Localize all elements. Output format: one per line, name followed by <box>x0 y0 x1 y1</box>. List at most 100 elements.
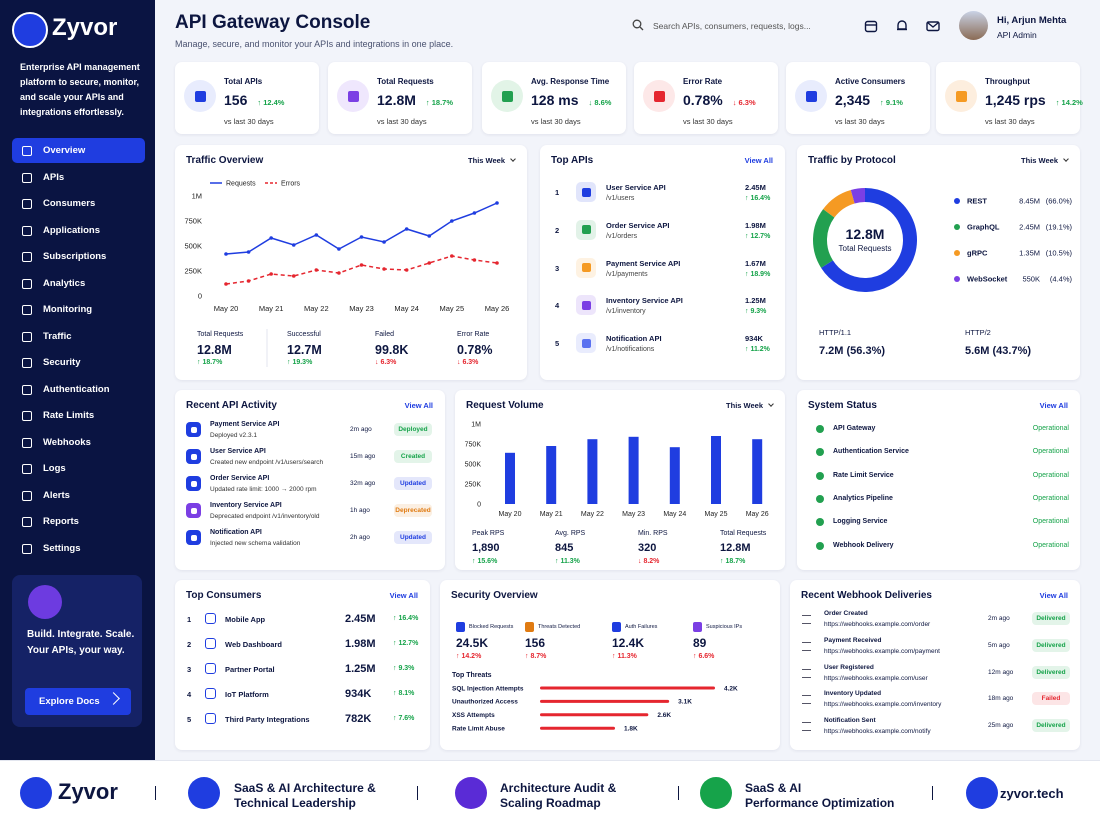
api-icon-glyph <box>581 263 591 273</box>
nav-item[interactable]: Settings <box>12 536 145 561</box>
legend-amount: 550K <box>1022 275 1040 284</box>
rank: 3 <box>187 665 192 674</box>
nav-item[interactable]: Consumers <box>12 191 145 216</box>
user-avatar[interactable] <box>959 11 988 40</box>
notification-icon[interactable] <box>895 19 909 33</box>
threat-bar <box>540 699 670 703</box>
webhook-url: https://webhooks.example.com/inventory <box>824 701 942 709</box>
nav-item[interactable]: APIs <box>12 165 145 190</box>
nav-item[interactable]: Authentication <box>12 377 145 402</box>
legend-percent: (4.4%) <box>1050 275 1073 284</box>
kpi-icon <box>337 80 369 112</box>
y-tick-label: 250K <box>184 267 202 276</box>
nav-item[interactable]: Rate Limits <box>12 403 145 428</box>
api-value: 1.98M <box>745 220 766 230</box>
nav-label: Subscriptions <box>43 251 107 262</box>
api-icon-glyph <box>581 187 591 197</box>
kpi-icon-glyph <box>653 90 665 102</box>
api-path: /v1/users <box>606 195 635 202</box>
calendar-icon[interactable] <box>864 19 878 33</box>
kpi-value-row: 0.78% ↓ 6.3% <box>683 92 756 108</box>
nav-icon <box>22 517 32 527</box>
y-tick-label: 1M <box>192 192 202 201</box>
user-name[interactable]: Hi, Arjun Mehta <box>997 15 1067 26</box>
donut-segment <box>821 188 917 292</box>
nav-item[interactable]: Security <box>12 350 145 375</box>
webhook-url: https://webhooks.example.com/payment <box>824 647 940 655</box>
view-all-link[interactable]: View All <box>1039 401 1068 410</box>
data-point <box>495 201 499 205</box>
webhook-time: 2m ago <box>988 615 1010 622</box>
bar <box>669 447 680 504</box>
security-value: 24.5K <box>456 636 489 650</box>
nav-item[interactable]: Subscriptions <box>12 244 145 269</box>
nav-item[interactable]: Alerts <box>12 483 145 508</box>
nav-icon <box>22 543 32 554</box>
kpi-note: vs last 30 days <box>531 117 581 126</box>
data-point <box>269 272 273 276</box>
kpi-icon-glyph <box>501 90 513 102</box>
view-all-link[interactable]: View All <box>744 156 773 165</box>
activity-icon-glyph <box>190 534 197 541</box>
consumer-icon <box>205 613 216 624</box>
kpi-note: vs last 30 days <box>224 117 274 126</box>
nav-item[interactable]: Logs <box>12 456 145 481</box>
summary-label: Min. RPS <box>638 530 668 537</box>
threat-name: SQL Injection Attempts <box>452 685 524 692</box>
data-point <box>314 268 319 272</box>
view-all-link[interactable]: View All <box>404 401 433 410</box>
data-point <box>427 234 432 238</box>
nav-item[interactable]: Webhooks <box>12 430 145 455</box>
service-name: Webhook Delivery <box>833 541 894 549</box>
nav-label: Consumers <box>43 198 96 209</box>
x-tick-label: May 24 <box>663 511 686 518</box>
change: ↑ 12.7% <box>745 232 771 240</box>
change: ↑ 12.4% <box>257 98 285 107</box>
nav-icon <box>22 411 32 421</box>
kpi-icon <box>795 80 827 112</box>
kpi-card: Total Requests 12.8M ↑ 18.7% vs last 30 day… <box>328 62 472 134</box>
search-icon[interactable] <box>632 19 644 31</box>
change: ↓ 6.3% <box>732 98 756 107</box>
nav-item[interactable]: Traffic <box>12 324 145 349</box>
data-point <box>314 233 319 237</box>
webhook-url: https://webhooks.example.com/user <box>824 674 928 682</box>
change: ↑ 9.1% <box>880 98 903 107</box>
view-all-link[interactable]: View All <box>1039 591 1068 600</box>
period-dropdown[interactable]: This Week <box>726 401 773 410</box>
explore-docs-button[interactable]: Explore Docs <box>25 688 131 715</box>
nav-item[interactable]: Analytics <box>12 271 145 296</box>
status-badge: Updated <box>394 531 432 544</box>
consumer-value: 782K <box>345 713 372 725</box>
threat-value: 4.2K <box>724 685 738 692</box>
period-dropdown[interactable]: This Week <box>468 156 515 165</box>
mail-icon[interactable] <box>926 19 940 33</box>
data-point <box>427 261 432 265</box>
legend-label: Errors <box>281 181 301 188</box>
x-tick-label: May 23 <box>622 511 645 518</box>
service-status: Operational <box>1032 541 1069 549</box>
threats-title: Top Threats <box>452 672 492 679</box>
promo-box: Build. Integrate. Scale. Your APIs, your … <box>12 575 142 727</box>
rank: 2 <box>555 225 560 235</box>
activity-time: 2h ago <box>350 534 370 541</box>
top-apis-card: Top APIs View All 1 User Service API/v1/use… <box>540 145 785 380</box>
service-status: Operational <box>1032 448 1069 456</box>
nav-item[interactable]: Monitoring <box>12 297 145 322</box>
legend-percent: (66.0%) <box>1046 197 1073 206</box>
nav-item[interactable]: Applications <box>12 218 145 243</box>
kpi-note: vs last 30 days <box>377 117 427 126</box>
service-status: Operational <box>1032 518 1069 526</box>
status-check <box>816 494 824 503</box>
view-all-link[interactable]: View All <box>389 591 418 600</box>
change: ↑ 7.6% <box>393 715 415 722</box>
security-icon <box>456 622 465 632</box>
period-dropdown[interactable]: This Week <box>1021 156 1068 165</box>
http-value: 7.2M (56.3%) <box>819 345 886 357</box>
search-input[interactable]: Search APIs, consumers, requests, logs..… <box>653 21 811 31</box>
change: ↑ 16.4% <box>393 615 419 622</box>
nav-item[interactable]: Reports <box>12 509 145 534</box>
nav-item[interactable]: Overview <box>12 138 145 163</box>
webhook-time: 25m ago <box>988 722 1014 730</box>
sidebar: Zyvor Enterprise API management platform… <box>0 0 155 760</box>
